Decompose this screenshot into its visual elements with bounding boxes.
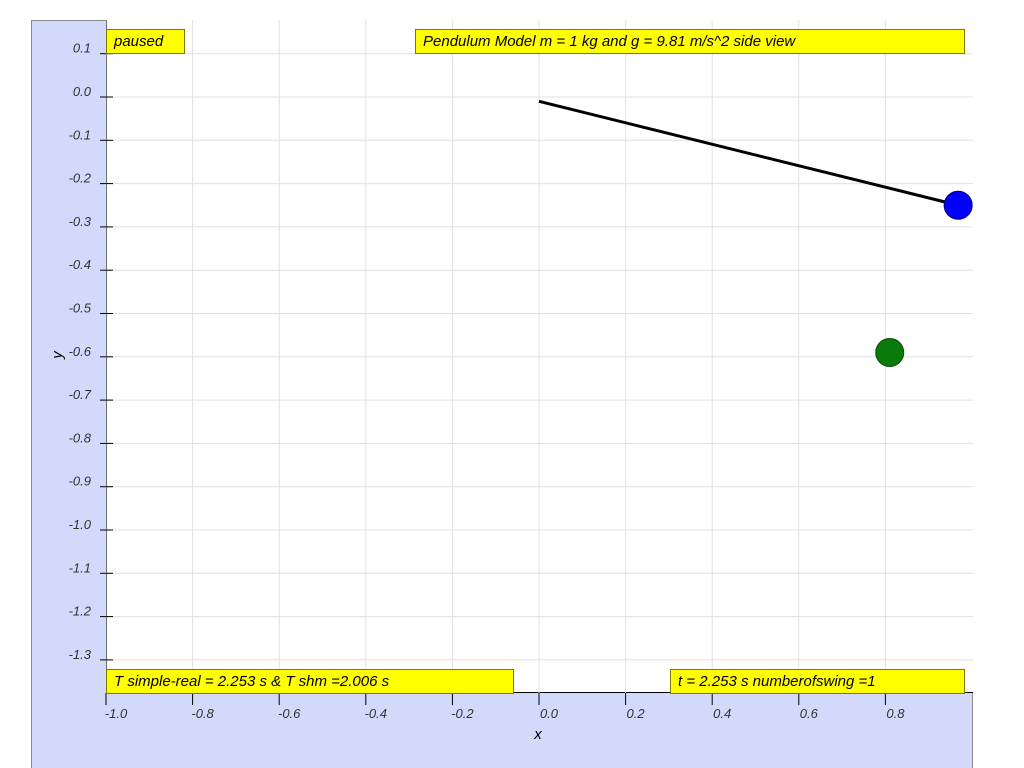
y-tick-label: -0.5 <box>69 301 92 316</box>
y-tick-label: -0.2 <box>69 171 92 186</box>
pendulum-string <box>538 99 959 207</box>
grid <box>105 20 973 693</box>
y-tick-label: -0.9 <box>69 474 91 489</box>
x-tick-label: -1.0 <box>105 706 128 721</box>
x-tick-label: -0.2 <box>451 706 474 721</box>
y-tick-label: 0.0 <box>73 84 92 99</box>
y-tick-label: -1.2 <box>69 604 92 619</box>
y-tick-label: -0.7 <box>69 387 92 402</box>
x-tick-label: -0.6 <box>278 706 301 721</box>
time-readout: t = 2.253 s numberofswing =1 <box>670 669 965 694</box>
title-label: Pendulum Model m = 1 kg and g = 9.81 m/s… <box>415 29 965 54</box>
y-tick-label: -1.3 <box>69 647 92 662</box>
shm-bob[interactable] <box>875 337 905 367</box>
y-tick-label: -0.1 <box>69 127 91 142</box>
y-tick-label: -1.0 <box>69 517 92 532</box>
pendulum-bob[interactable] <box>943 190 973 220</box>
y-tick-label: 0.1 <box>73 41 91 56</box>
x-tick-label: -0.4 <box>365 706 387 721</box>
x-tick-label: 0.8 <box>886 706 905 721</box>
y-tick-label: -0.4 <box>69 257 91 272</box>
y-tick-label: -0.8 <box>69 430 92 445</box>
status-label: paused <box>106 29 185 54</box>
y-tick-label: -1.1 <box>69 560 91 575</box>
y-tick-label: -0.6 <box>69 344 92 359</box>
x-tick-label: 0.2 <box>627 706 646 721</box>
period-readout: T simple-real = 2.253 s & T shm =2.006 s <box>106 669 514 694</box>
x-tick-label: 0.4 <box>713 706 731 721</box>
y-tick-label: -0.3 <box>69 214 92 229</box>
axis-ticks: -1.0 -0.8 -0.6 -0.4 -0.2 0.0 0.2 0.4 0.8 0.6 0.1 0.… <box>69 41 906 721</box>
x-tick-label: -0.8 <box>191 706 214 721</box>
x-axis-label: x <box>533 726 542 743</box>
x-tick-label: 0.0 <box>540 706 559 721</box>
x-tick-label: 0.6 <box>800 706 819 721</box>
y-axis-label: y <box>49 350 66 360</box>
